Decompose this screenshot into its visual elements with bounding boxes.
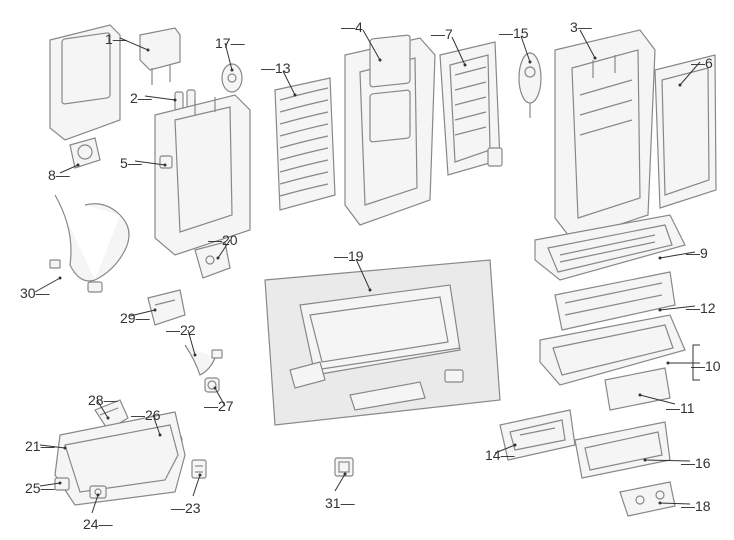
callout-6: —6 [691,55,713,71]
part-21-shield [55,412,185,505]
callout-12: —12 [686,300,716,316]
callout-17: 17— [215,35,245,51]
callout-14: 14— [485,447,515,463]
part-11-insert [605,368,670,410]
part-19-box [265,260,500,425]
part-3-backcushion [555,30,655,240]
callout-9: —9 [686,245,708,261]
callout-25: 25— [25,480,55,496]
part-18-bracket [620,482,675,516]
callout-15: —15 [499,25,529,41]
callout-8: 8— [48,167,70,183]
callout-29: 29— [120,310,150,326]
callout-16: —16 [681,455,711,471]
callout-5: 5— [120,155,142,171]
callout-1: 1— [105,31,127,47]
part-13-springs [275,78,335,210]
callout-4: —4 [341,19,363,35]
callout-11: —11 [666,400,695,416]
part-22-cable [185,345,222,375]
callout-23: —23 [171,500,201,516]
parts-diagram: 1— 2— 3— —4 5— —6 —7 8— —9 —10 —11 —12 —13 14— —15 —16 1… [0,0,734,540]
callout-18: —18 [681,498,711,514]
callout-7: —7 [431,26,453,42]
part-27-sensor [205,378,219,392]
diagram-svg [0,0,734,540]
callout-31: 31— [325,495,355,511]
callout-20: —20 [208,232,238,248]
part-25-knob [55,478,69,490]
part-29-bracket [148,290,185,325]
part-1-headrest [140,28,180,85]
callout-2: 2— [130,90,152,106]
part-7-heater [440,42,502,175]
callout-19: —19 [334,248,364,264]
callout-22: —22 [166,322,196,338]
part-16-shield [575,422,670,478]
callout-10: —10 [691,358,721,374]
callout-13: —13 [261,60,291,76]
callout-28: 28— [88,392,118,408]
part-5-frame [155,95,250,255]
part-4-backcover [345,35,435,225]
part-30-harness [50,195,129,292]
callout-27: —27 [204,398,234,414]
callout-30: 30— [20,285,50,301]
callout-26: —26 [131,407,161,423]
callout-21: 21— [25,438,55,454]
callout-3: 3— [570,19,592,35]
callout-24: 24— [83,516,113,532]
